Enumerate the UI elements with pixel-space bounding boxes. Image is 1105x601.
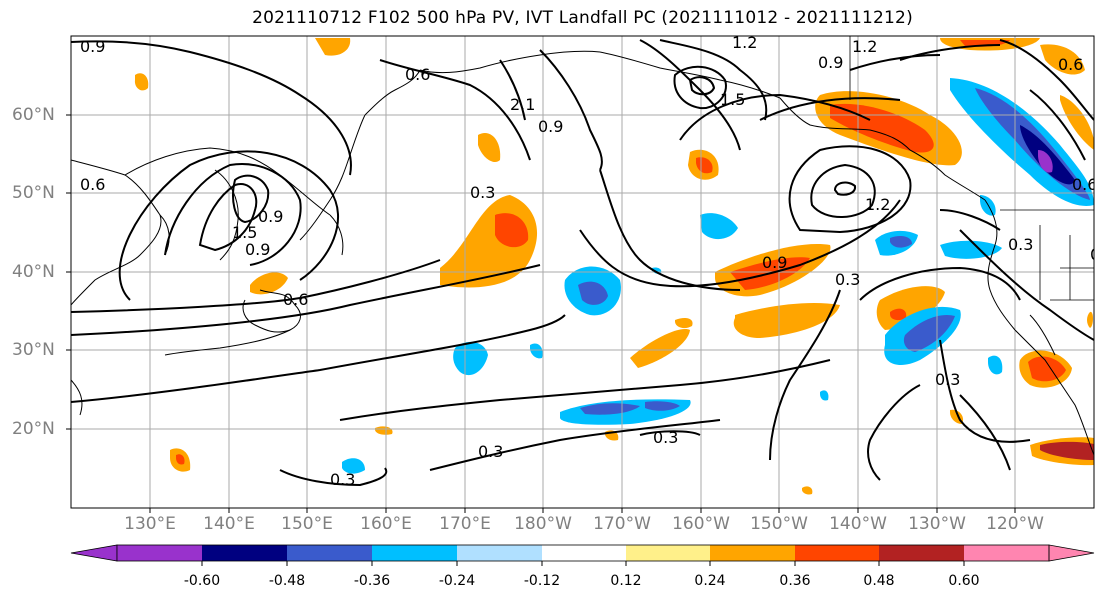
contour-label: 1.2: [732, 33, 757, 52]
colorbar-swatch: [117, 545, 202, 561]
lat-label: 60°N: [12, 105, 55, 125]
contour-label: 0.3: [478, 442, 503, 461]
contour-label: 0.3: [470, 183, 495, 202]
colorbar-swatch: [710, 545, 795, 561]
contour-label: 0.3: [835, 270, 860, 289]
contour-lines: [71, 39, 1094, 487]
lon-label: 160°E: [360, 514, 412, 534]
lat-label: 50°N: [12, 183, 55, 203]
contour-label: 0.9: [80, 37, 105, 56]
lon-label: 180°W: [514, 514, 572, 534]
colorbar-tick-label: -0.36: [353, 573, 391, 589]
political-borders: [849, 36, 1094, 301]
lon-label: 170°W: [593, 514, 651, 534]
graticule: [71, 36, 1094, 508]
contour-label: 0.9: [245, 240, 270, 259]
contour-label: 0.6: [80, 175, 105, 194]
contour-label: 1.5: [720, 90, 745, 109]
colorbar-ticks: [201, 561, 965, 566]
colorbar-swatch: [879, 545, 964, 561]
lon-label: 120°W: [986, 514, 1044, 534]
colorbar-swatch: [372, 545, 457, 561]
lat-label: 40°N: [12, 262, 55, 282]
contour-label: 1.5: [232, 223, 257, 242]
colorbar-extend-max: [1048, 544, 1095, 562]
contour-label: 0.6: [405, 65, 430, 84]
colorbar-swatch: [964, 545, 1049, 561]
contour-label: 0.3: [330, 470, 355, 489]
axis-ticks: [66, 114, 1016, 513]
colorbar-swatch: [542, 545, 626, 561]
contour-label: 0.9: [818, 53, 843, 72]
contour-label: 0.3: [935, 370, 960, 389]
colorbar-tick-label: -0.24: [438, 573, 476, 589]
colorbar-tick-label: -0.12: [523, 573, 561, 589]
colorbar-tick-label: 0.24: [694, 573, 726, 589]
contour-label: 1.2: [865, 195, 890, 214]
lat-label: 30°N: [12, 340, 55, 360]
colorbar-tick-label: 0.48: [863, 573, 895, 589]
lon-label: 150°E: [281, 514, 333, 534]
lon-label: 140°W: [829, 514, 887, 534]
colorbar-tick-label: 0.60: [948, 573, 980, 589]
contour-label: 0.9: [258, 207, 283, 226]
lon-label: 130°E: [124, 514, 176, 534]
colorbar-outline: [116, 544, 1050, 562]
map-title: 2021110712 F102 500 hPa PV, IVT Landfall…: [252, 8, 913, 28]
contour-label-group: 0.9 0.6 1.2 0.9 1.2 0.6 2.1 1.5 0.6 0.9 …: [80, 33, 1105, 489]
contour-label: 0.3: [1008, 235, 1033, 254]
contour-label: 2.1: [510, 95, 535, 114]
contour-label: 1.2: [852, 37, 877, 56]
lon-label: 140°E: [203, 514, 255, 534]
colorbar-tick-label: -0.48: [268, 573, 306, 589]
colorbar-swatch: [457, 545, 542, 561]
lon-label: 130°W: [908, 514, 966, 534]
lon-label: 150°W: [750, 514, 808, 534]
lon-label: 160°W: [672, 514, 730, 534]
colorbar-extend-min: [70, 544, 118, 562]
colorbar-swatch: [795, 545, 879, 561]
lat-label: 20°N: [12, 419, 55, 439]
colorbar-swatch: [202, 545, 287, 561]
lon-label: 170°E: [439, 514, 491, 534]
colorbar-tick-label: 0.36: [779, 573, 811, 589]
contour-label: 0.9: [538, 117, 563, 136]
contour-label: 0.3: [653, 428, 678, 447]
contour-label: 0.6: [1058, 55, 1083, 74]
contour-label: 0.3: [1090, 245, 1105, 264]
colorbar-tick-label: -0.60: [183, 573, 221, 589]
contour-label: 0.6: [1072, 175, 1097, 194]
contour-label: 0.6: [283, 290, 308, 309]
contour-label: 0.9: [762, 253, 787, 272]
colorbar-swatch: [287, 545, 372, 561]
colorbar-swatch: [626, 545, 710, 561]
colorbar-tick-label: 0.12: [610, 573, 642, 589]
coastlines: [71, 50, 1094, 456]
